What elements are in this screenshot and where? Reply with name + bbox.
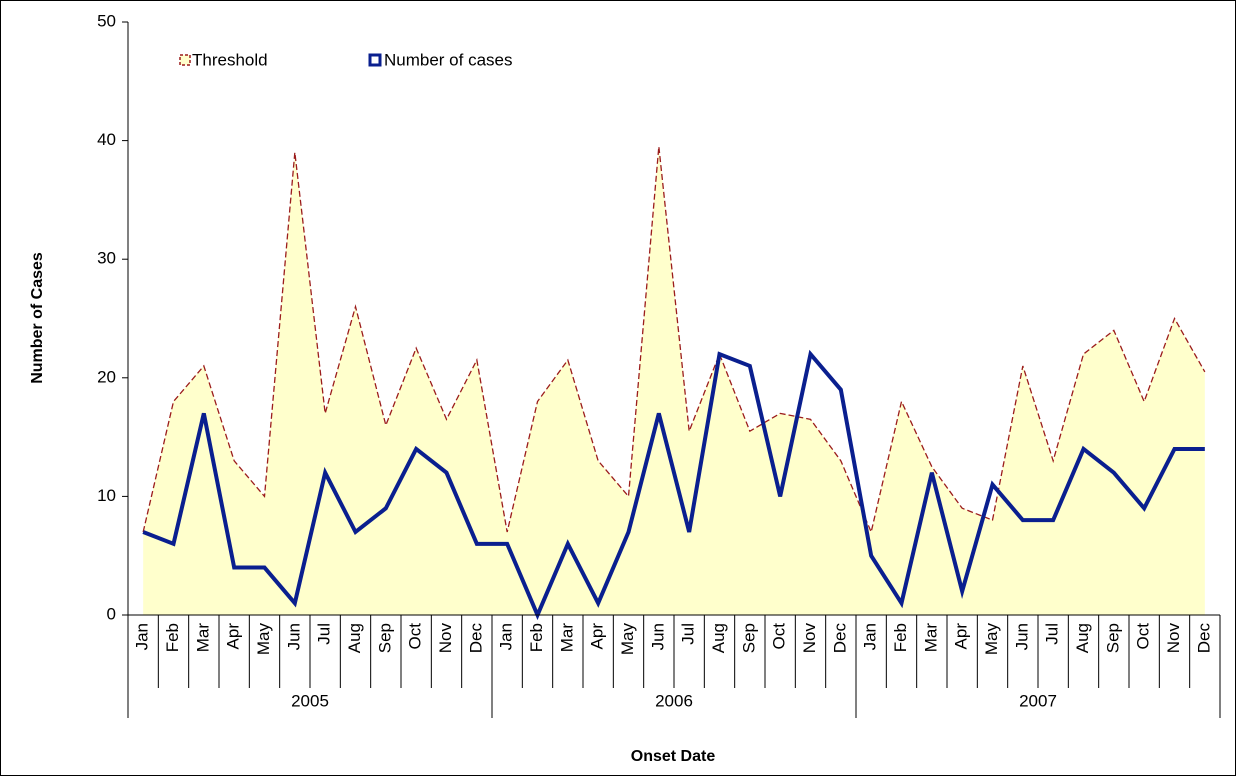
x-tick-label: Nov [800,623,819,654]
x-tick-label: Jan [861,623,880,650]
x-tick-label: Feb [527,623,546,652]
x-tick-label: Dec [1194,623,1213,654]
y-tick-label: 10 [97,486,116,505]
x-tick-label: Jun [648,623,667,650]
x-tick-label: May [618,623,637,656]
x-tick-label: Feb [163,623,182,652]
x-tick-label: Apr [952,623,971,650]
x-tick-label: Nov [436,623,455,654]
legend-swatch [368,53,382,67]
x-tick-label: Sep [739,623,758,653]
x-tick-label: Nov [1164,623,1183,654]
y-tick-label: 50 [97,11,116,30]
x-tick-label: Sep [375,623,394,653]
x-tick-label: Apr [588,623,607,650]
group-label: 2005 [291,691,329,710]
x-tick-label: Dec [830,623,849,654]
x-tick-label: Jun [284,623,303,650]
x-tick-label: Jan [497,623,516,650]
x-tick-label: Sep [1103,623,1122,653]
cases-line [142,349,1205,621]
x-tick-label: Jun [1012,623,1031,650]
x-tick-label: Mar [557,623,576,653]
legend-label: Number of cases [384,50,513,69]
x-tick-label: May [254,623,273,656]
x-tick-label: Oct [770,623,789,650]
x-tick-label: Jul [1043,623,1062,645]
group-label: 2006 [655,691,693,710]
x-tick-label: May [982,623,1001,656]
x-tick-label: Aug [345,623,364,653]
y-tick-label: 0 [107,604,116,623]
y-tick-label: 40 [97,130,116,149]
x-tick-label: Oct [1134,623,1153,650]
y-tick-label: 30 [97,249,116,268]
x-tick-label: Mar [193,623,212,653]
x-tick-label: Dec [466,623,485,654]
x-tick-label: Jul [315,623,334,645]
threshold-line [142,146,1206,535]
x-tick-label: Aug [709,623,728,653]
x-tick-label: Jan [133,623,152,650]
legend-swatch [179,54,191,66]
group-label: 2007 [1019,691,1057,710]
x-tick-label: Apr [224,623,243,650]
x-tick-label: Jul [679,623,698,645]
x-tick-label: Mar [921,623,940,653]
x-axis-title: Onset Date [631,748,716,765]
y-tick-label: 20 [97,367,116,386]
x-tick-label: Feb [891,623,910,652]
x-tick-label: Aug [1073,623,1092,653]
legend-label: Threshold [192,50,268,69]
y-axis-title: Number of Cases [29,252,46,384]
x-tick-label: Oct [406,623,425,650]
